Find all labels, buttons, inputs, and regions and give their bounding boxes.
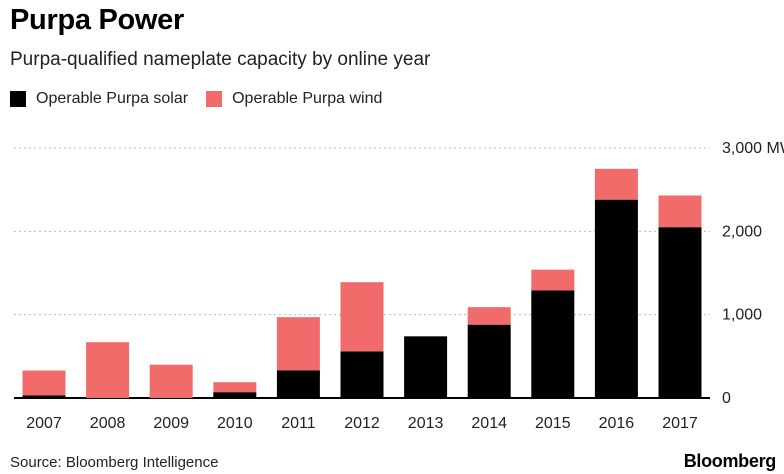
bar-solar-2014: [467, 324, 511, 398]
bar-solar-2007: [22, 395, 66, 398]
bar-wind-2017: [658, 195, 702, 228]
legend-item-wind: Operable Purpa wind: [206, 90, 382, 108]
x-tick-label: 2010: [217, 415, 253, 432]
bar-solar-2015: [531, 290, 575, 398]
source-note: Source: Bloomberg Intelligence: [10, 454, 219, 471]
bar-solar-2010: [213, 392, 257, 398]
x-tick-label: 2014: [471, 415, 507, 432]
x-tick-label: 2012: [344, 415, 380, 432]
bar-solar-2017: [658, 227, 702, 398]
bar-solar-2012: [340, 351, 384, 398]
x-tick-label: 2011: [281, 415, 316, 432]
bar-solar-2011: [276, 370, 320, 398]
bar-solar-2016: [594, 199, 638, 398]
legend-swatch-wind: [206, 91, 223, 107]
x-tick-label: 2017: [662, 415, 698, 432]
bar-wind-2007: [22, 370, 66, 396]
x-tick-label: 2007: [26, 415, 62, 432]
y-tick-label: 2,000: [722, 223, 762, 240]
y-tick-label: 0: [722, 390, 731, 407]
bar-wind-2011: [276, 317, 320, 371]
chart-subtitle: Purpa-qualified nameplate capacity by on…: [10, 49, 431, 70]
bar-wind-2016: [594, 168, 638, 200]
legend-label-solar: Operable Purpa solar: [36, 90, 189, 107]
bar-wind-2010: [213, 382, 257, 393]
bar-wind-2015: [531, 269, 575, 291]
x-tick-label: 2009: [153, 415, 189, 432]
bar-wind-2008: [86, 342, 130, 398]
y-tick-labels: 0 1,000 2,000 3,000 MW: [722, 140, 784, 407]
y-tick-label: 1,000: [722, 307, 762, 324]
x-tick-label: 2016: [599, 415, 635, 432]
x-tick-label: 2013: [408, 415, 444, 432]
chart-title: Purpa Power: [10, 4, 184, 36]
legend-item-solar: Operable Purpa solar: [10, 90, 188, 108]
x-tick-label: 2008: [90, 415, 126, 432]
bars: [22, 168, 702, 398]
bar-wind-2009: [149, 364, 193, 398]
brand-logo: Bloomberg: [683, 451, 777, 471]
legend-label-wind: Operable Purpa wind: [232, 90, 383, 107]
bar-solar-2013: [404, 336, 448, 398]
y-tick-label: 3,000 MW: [722, 140, 784, 157]
bar-wind-2012: [340, 282, 384, 352]
x-tick-labels: 2007 2008 2009 2010 2011 2012 2013 2014 2015 2016…: [26, 415, 698, 432]
bar-wind-2014: [467, 307, 511, 325]
x-tick-label: 2015: [535, 415, 571, 432]
legend-swatch-solar: [10, 91, 26, 107]
legend: Operable Purpa solar Operable Purpa wind: [10, 90, 400, 108]
